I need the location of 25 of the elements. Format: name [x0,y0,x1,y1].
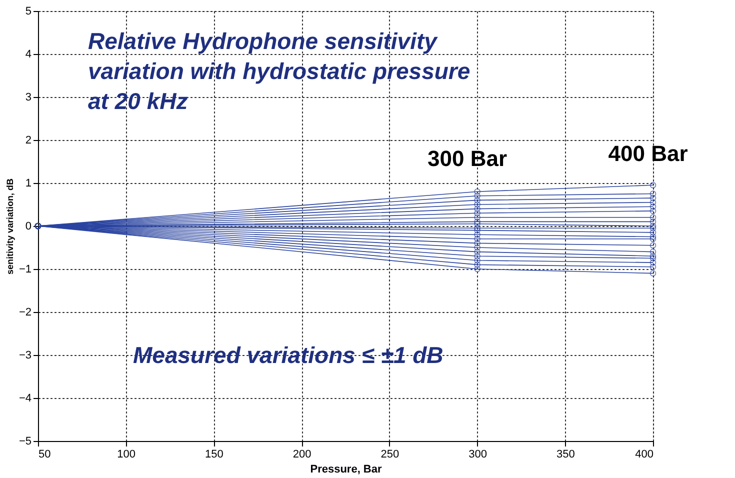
y-tick-label: 2 [25,134,32,146]
x-tick-label: 300 [468,448,487,460]
y-tick-label: 1 [25,178,32,190]
y-tick-label: −4 [18,392,32,404]
x-tick-label: 150 [205,448,224,460]
y-tick-label: −5 [18,436,32,448]
x-tick-label: 400 [635,448,654,460]
y-tick-label: −3 [18,350,32,362]
text: Relative Hydrophone sensitivity variation with hydrostatic pressure at 20 kHz [88,28,470,114]
x-tick-label: 50 [38,448,51,460]
annotation: 400 Bar [608,141,688,166]
y-tick-label: −2 [18,306,32,318]
x-tick-label: 200 [292,448,312,460]
x-tick-label: 100 [117,448,136,460]
y-tick-label: 5 [25,6,32,18]
y-axis-title: senitivity variation, dB [4,178,15,275]
x-tick-label: 350 [556,448,575,460]
x-tick-label: 250 [380,448,400,460]
x-axis-title: Pressure, Bar [310,464,382,476]
y-tick-label: 0 [25,220,32,232]
annotation: 300 Bar [428,146,508,171]
annotation: Measured variations ≤ ±1 dB [133,342,444,368]
y-tick-label: −1 [18,264,32,276]
y-tick-label: 4 [25,48,32,60]
y-tick-label: 3 [25,92,32,104]
